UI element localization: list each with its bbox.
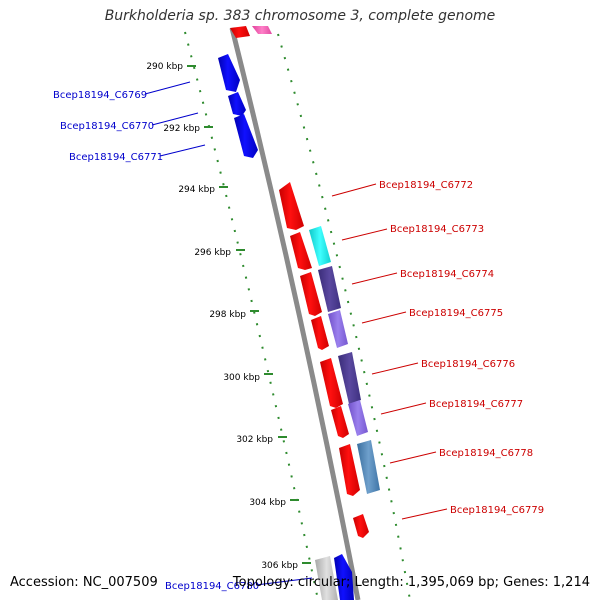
feature-block-steel-blue[interactable] <box>357 440 380 494</box>
label-connector <box>389 451 437 464</box>
tick-label: 298 kbp <box>209 310 246 320</box>
gene-label[interactable]: Bcep18194_C6776 <box>421 359 515 370</box>
gene-arrow-c6778[interactable] <box>339 444 360 496</box>
gene-label[interactable]: Bcep18194_C6779 <box>450 505 544 516</box>
gene-label[interactable]: Bcep18194_C6773 <box>390 224 484 235</box>
gene-arrow-c6769[interactable] <box>218 54 240 92</box>
label-connector <box>159 144 206 157</box>
accession-text: Accession: NC_007509 <box>10 575 158 590</box>
gene-label[interactable]: Bcep18194_C6777 <box>429 399 523 410</box>
gene-arrow-c6773[interactable] <box>290 232 312 270</box>
topology-text: Topology: circular; Length: 1,395,069 bp… <box>232 575 590 590</box>
gene-arrow-c6779[interactable] <box>353 514 369 538</box>
inner-dotted-ring <box>184 31 319 600</box>
gene-arrow-partial-red[interactable] <box>230 26 250 38</box>
gene-arrow-c6775[interactable] <box>311 316 329 350</box>
label-connector <box>401 508 448 520</box>
gene-label[interactable]: Bcep18194_C6770 <box>60 121 154 132</box>
gene-label[interactable]: Bcep18194_C6778 <box>439 448 533 459</box>
tick-label: 290 kbp <box>146 62 183 72</box>
map-title: Burkholderia sp. 383 chromosome 3, compl… <box>104 8 496 24</box>
feature-block-dark-purple[interactable] <box>338 352 361 404</box>
feature-block-dark-purple[interactable] <box>318 266 341 312</box>
gene-arrow-c6772[interactable] <box>279 182 304 230</box>
tick-label: 306 kbp <box>261 561 298 571</box>
gene-label[interactable]: Bcep18194_C6780 <box>165 581 259 592</box>
label-connector <box>151 112 199 126</box>
feature-block-light-purple[interactable] <box>348 400 368 436</box>
gene-label[interactable]: Bcep18194_C6774 <box>400 269 494 280</box>
label-connector <box>361 311 407 324</box>
feature-block-cyan[interactable] <box>309 226 331 266</box>
gene-arrow-c6780[interactable] <box>334 554 354 600</box>
gene-arrow-c6776[interactable] <box>320 358 343 408</box>
tick-label: 302 kbp <box>236 435 273 445</box>
feature-block-light-purple[interactable] <box>328 310 348 348</box>
genome-backbone <box>229 27 361 600</box>
label-connector <box>341 228 388 241</box>
label-connector <box>331 183 377 197</box>
label-connector <box>144 81 191 95</box>
tick-group: 290 kbp 292 kbp 294 kbp 296 kbp 298 kbp … <box>146 62 311 571</box>
gene-arrow-partial-gray[interactable] <box>315 556 338 600</box>
label-connector <box>351 272 398 285</box>
gene-arrow-c6770[interactable] <box>228 92 246 116</box>
gene-arrow-c6777[interactable] <box>331 406 349 438</box>
tick-label: 294 kbp <box>178 185 215 195</box>
gene-arrow-partial-pink[interactable] <box>252 26 272 34</box>
tick-label: 292 kbp <box>163 124 200 134</box>
gene-arrow-c6774[interactable] <box>300 272 322 316</box>
gene-label[interactable]: Bcep18194_C6775 <box>409 308 503 319</box>
gene-arrow-c6771[interactable] <box>234 114 258 158</box>
tick-label: 304 kbp <box>249 498 286 508</box>
gene-label[interactable]: Bcep18194_C6769 <box>53 90 147 101</box>
label-connector <box>380 402 427 415</box>
label-connector <box>255 577 313 586</box>
tick-label: 300 kbp <box>223 373 260 383</box>
label-connector <box>371 362 419 375</box>
tick-label: 296 kbp <box>194 248 231 258</box>
gene-label[interactable]: Bcep18194_C6772 <box>379 180 473 191</box>
gene-label[interactable]: Bcep18194_C6771 <box>69 152 163 163</box>
